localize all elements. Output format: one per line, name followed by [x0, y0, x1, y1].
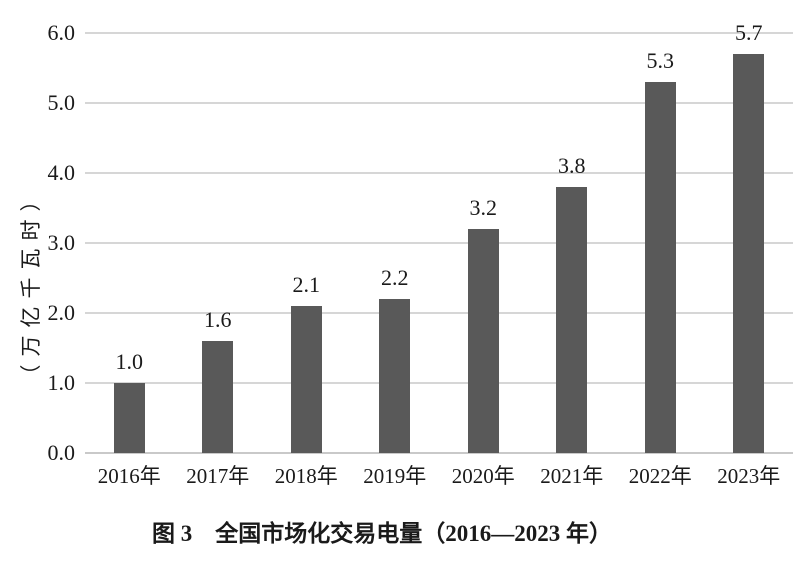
- y-axis-title: （万亿千瓦时）: [19, 182, 43, 386]
- y-tick-label: 1.0: [47, 370, 76, 395]
- y-tick-label: 4.0: [47, 160, 76, 185]
- gridline: [85, 382, 793, 384]
- bar: [379, 299, 411, 453]
- x-axis-line: [85, 452, 793, 454]
- x-tick-label: 2021年: [540, 464, 604, 488]
- bar-value-label: 1.0: [115, 349, 144, 374]
- y-tick-label: 6.0: [47, 20, 76, 45]
- bar-value-label: 3.2: [469, 195, 498, 220]
- bar-value-label: 2.1: [292, 272, 321, 297]
- x-tick-label: 2017年: [186, 464, 250, 488]
- bar: [733, 54, 765, 453]
- plot-area: 0.0 1.0 2.0 3.0 4.0 5.0 6.0 1.0 2016年 1.6 2017年 2.1…: [48, 20, 793, 488]
- chart-caption: 图 3 全国市场化交易电量（2016—2023 年）: [152, 521, 612, 546]
- bar-value-label: 3.8: [558, 153, 586, 178]
- bar-value-label: 1.6: [204, 307, 232, 332]
- x-tick-label: 2016年: [97, 464, 161, 488]
- x-tick-label: 2023年: [717, 464, 781, 488]
- x-tick-label: 2020年: [451, 464, 515, 488]
- gridline: [85, 312, 793, 314]
- bar: [556, 187, 588, 453]
- bar-value-label: 5.7: [735, 20, 763, 45]
- x-tick-label: 2022年: [628, 464, 692, 488]
- bar: [202, 341, 234, 453]
- y-tick-label: 0.0: [47, 440, 76, 465]
- bar: [290, 306, 322, 453]
- x-tick-label: 2019年: [363, 464, 427, 488]
- y-tick-label: 3.0: [47, 230, 76, 255]
- bar: [113, 383, 145, 453]
- gridline: [85, 172, 793, 174]
- bar-value-label: 5.3: [646, 48, 675, 73]
- y-tick-label: 2.0: [47, 300, 76, 325]
- bar-value-label: 2.2: [381, 265, 409, 290]
- bar: [644, 82, 676, 453]
- x-tick-label: 2018年: [274, 464, 338, 488]
- gridline: [85, 242, 793, 244]
- y-tick-label: 5.0: [47, 90, 76, 115]
- gridline: [85, 102, 793, 104]
- gridline: [85, 32, 793, 34]
- bar: [467, 229, 499, 453]
